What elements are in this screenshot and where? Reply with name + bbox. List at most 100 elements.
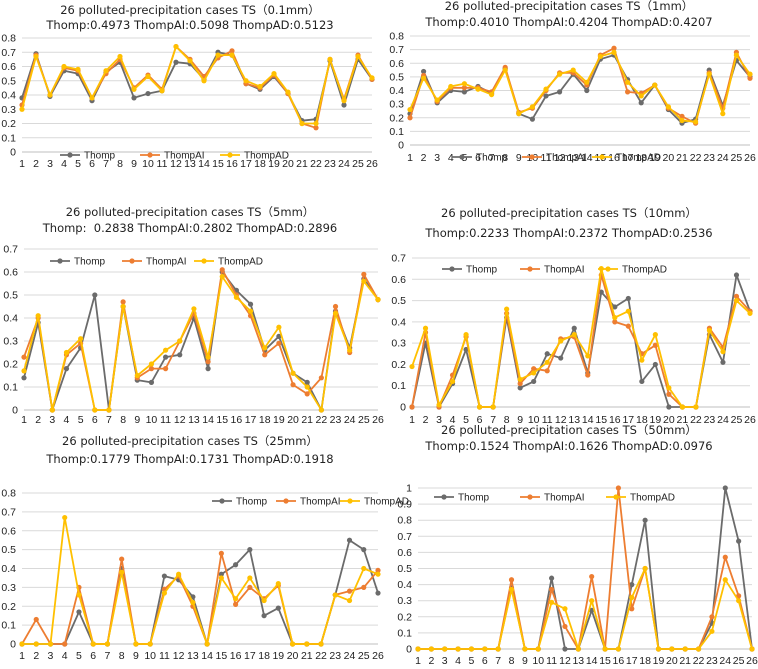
data-point-thompad bbox=[652, 332, 658, 338]
data-point-thompad bbox=[625, 308, 631, 314]
series-line-thompad bbox=[23, 275, 379, 411]
data-point-thompai bbox=[615, 485, 621, 491]
data-point-thompad bbox=[218, 575, 224, 581]
y-tick-label: 0.2 bbox=[389, 112, 404, 124]
data-point-thompad bbox=[448, 83, 454, 90]
x-tick-label: 22 bbox=[316, 414, 328, 426]
data-point-thompad bbox=[585, 353, 591, 359]
legend-label: ThompAD bbox=[622, 265, 667, 276]
x-tick-label: 15 bbox=[216, 414, 228, 426]
x-tick-label: 3 bbox=[434, 152, 440, 164]
data-point-thompad bbox=[516, 111, 522, 117]
data-point-thomp bbox=[652, 361, 658, 368]
y-tick-label: 0.7 bbox=[397, 531, 412, 543]
data-point-thompad bbox=[187, 58, 193, 64]
data-point-thompai bbox=[652, 342, 658, 348]
data-point-thompad bbox=[407, 106, 413, 113]
x-tick-label: 4 bbox=[455, 655, 461, 667]
data-point-thompai bbox=[290, 382, 296, 388]
x-tick-label: 7 bbox=[489, 152, 495, 164]
data-point-thomp bbox=[261, 613, 267, 619]
x-tick-label: 22 bbox=[693, 655, 705, 667]
y-tick-label: 0 bbox=[406, 644, 412, 656]
data-point-thompad bbox=[355, 53, 361, 60]
data-point-thomp bbox=[629, 582, 635, 588]
data-point-thompai bbox=[163, 366, 169, 372]
data-point-thomp bbox=[736, 538, 742, 544]
data-point-thompad bbox=[63, 349, 70, 356]
chart-subtitle: Thomp:0.4973 ThompAI:0.5098 ThompAD:0.51… bbox=[45, 18, 333, 32]
data-point-thompad bbox=[682, 646, 688, 652]
data-point-thompad bbox=[191, 306, 197, 312]
legend-marker bbox=[599, 154, 605, 160]
data-point-thompad bbox=[669, 646, 675, 652]
data-point-thompad bbox=[19, 106, 25, 112]
data-point-thompad bbox=[544, 359, 550, 365]
data-point-thompad bbox=[106, 407, 112, 413]
data-point-thompai bbox=[461, 85, 467, 91]
x-tick-label: 1 bbox=[415, 655, 421, 667]
x-tick-label: 18 bbox=[254, 158, 266, 170]
x-tick-label: 16 bbox=[608, 152, 620, 164]
legend-marker bbox=[347, 498, 353, 504]
legend-marker bbox=[527, 494, 533, 500]
x-tick-label: 1 bbox=[21, 414, 27, 426]
data-point-thompad bbox=[475, 86, 481, 92]
data-point-thompai bbox=[346, 588, 353, 594]
data-point-thompad bbox=[332, 310, 339, 316]
legend-label: Thomp bbox=[74, 257, 106, 268]
x-tick-label: 26 bbox=[366, 158, 378, 170]
data-point-thompad bbox=[327, 56, 333, 62]
data-point-thompad bbox=[562, 606, 568, 612]
x-tick-label: 6 bbox=[477, 414, 483, 426]
data-point-thomp bbox=[638, 100, 644, 106]
chart-svg: 26 polluted-precipitation cases TS（50mm）… bbox=[397, 423, 758, 667]
legend-label: ThompAI bbox=[164, 151, 205, 162]
data-point-thompai bbox=[549, 586, 555, 593]
data-point-thompad bbox=[75, 66, 81, 72]
data-point-thompai bbox=[148, 366, 155, 372]
data-point-thomp bbox=[341, 102, 347, 108]
data-point-thompad bbox=[529, 104, 535, 110]
x-tick-label: 18 bbox=[259, 414, 271, 426]
chart-subtitle: Thomp: 0.2838 ThompAI:0.2802 ThompAD:0.2… bbox=[42, 221, 338, 235]
data-point-thompad bbox=[463, 332, 469, 338]
data-point-thompad bbox=[535, 646, 541, 652]
data-point-thompad bbox=[33, 641, 39, 647]
chart-svg: 26 polluted-precipitation cases TS（1mm） T… bbox=[389, 0, 756, 164]
legend-label: ThompAI bbox=[544, 265, 585, 276]
x-tick-label: 19 bbox=[649, 152, 661, 164]
chart-panel-4: 26 polluted-precipitation cases TS（10mm）… bbox=[380, 205, 758, 426]
y-tick-label: 0.7 bbox=[391, 253, 406, 265]
y-tick-label: 0 bbox=[10, 147, 16, 159]
x-tick-label: 5 bbox=[76, 650, 82, 662]
legend-label: Thomp bbox=[476, 153, 508, 164]
data-point-thompad bbox=[163, 347, 169, 353]
x-tick-label: 24 bbox=[344, 414, 356, 426]
data-point-thomp bbox=[163, 354, 169, 360]
y-tick-label: 0.4 bbox=[3, 313, 18, 325]
data-point-thomp bbox=[421, 68, 427, 75]
data-point-thompai bbox=[318, 375, 324, 381]
y-tick-label: 0.5 bbox=[1, 75, 16, 87]
data-point-thompad bbox=[19, 641, 25, 647]
x-tick-label: 14 bbox=[582, 414, 594, 426]
x-tick-label: 17 bbox=[240, 158, 252, 170]
x-tick-label: 18 bbox=[636, 414, 648, 426]
x-tick-label: 19 bbox=[272, 650, 284, 662]
data-point-thompad bbox=[421, 75, 427, 81]
x-tick-label: 4 bbox=[62, 650, 68, 662]
data-point-thompad bbox=[679, 117, 685, 124]
data-point-thomp bbox=[247, 547, 253, 553]
x-tick-label: 21 bbox=[296, 158, 308, 170]
x-tick-label: 14 bbox=[581, 152, 593, 164]
data-point-thompai bbox=[409, 404, 415, 410]
chart-subtitle: Thomp:0.4010 ThompAI:0.4204 ThompAD:0.42… bbox=[424, 15, 712, 29]
x-tick-label: 2 bbox=[423, 414, 429, 426]
data-point-thompad bbox=[517, 376, 523, 382]
data-point-thompad bbox=[589, 598, 595, 604]
y-tick-label: 0.7 bbox=[3, 244, 18, 256]
data-point-thompad bbox=[695, 646, 702, 652]
data-point-thompad bbox=[436, 402, 442, 408]
x-tick-label: 11 bbox=[159, 650, 170, 662]
